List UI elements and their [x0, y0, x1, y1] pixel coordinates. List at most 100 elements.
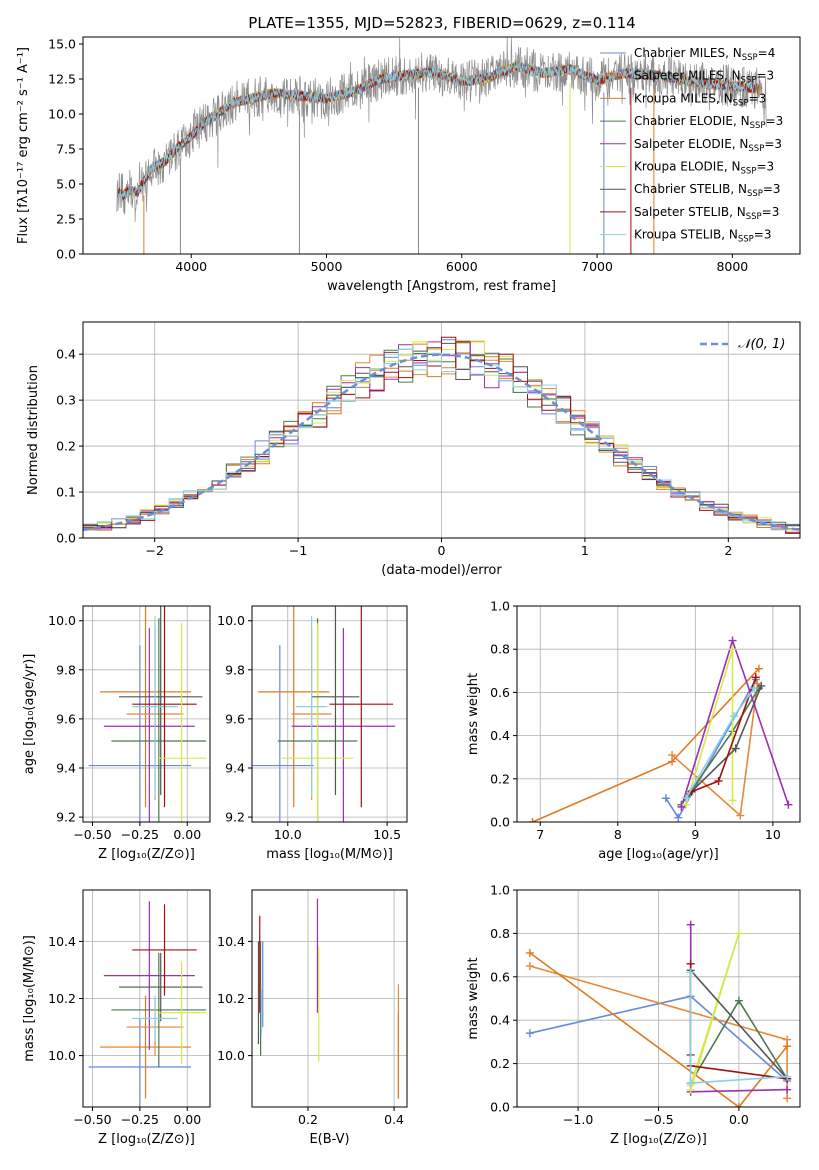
weight-marker [686, 968, 695, 977]
x-axis-label: Z [log₁₀(Z/Z⊙)] [98, 1132, 195, 1147]
y-tick-label: 9.4 [56, 761, 76, 776]
weight-marker [525, 948, 534, 957]
y-tick-label: 10.0 [217, 1048, 245, 1063]
y-tick-label: 0.2 [490, 1056, 510, 1071]
plot-area [88, 901, 207, 1107]
y-tick-label: 10.0 [48, 107, 76, 122]
x-tick-label: −1.0 [563, 1112, 593, 1127]
x-tick-label: 0 [438, 543, 446, 558]
legend-text: Kroupa STELIB, N [634, 228, 738, 242]
x-tick-label: −2 [145, 543, 163, 558]
x-tick-label: 8000 [716, 259, 748, 274]
weight-marker [728, 645, 737, 654]
histogram-kroupa-stelib [83, 349, 800, 536]
legend-label: Salpeter MILES, NSSP=3 [634, 69, 774, 86]
y-tick-label: 10.2 [48, 991, 76, 1006]
y-tick-label: 10.0 [217, 613, 245, 628]
y-tick-label: 0.4 [490, 1013, 510, 1028]
legend-text: Salpeter STELIB, N [634, 205, 746, 219]
y-tick-label: 0.4 [490, 728, 510, 743]
y-tick-label: 0.6 [490, 685, 510, 700]
plot-area [83, 336, 800, 537]
weight-marker [751, 673, 760, 682]
weight-marker [731, 744, 740, 753]
legend-text: Kroupa ELODIE, N [634, 160, 741, 174]
y-tick-label: 1.0 [490, 599, 510, 614]
y-axis-label: mass [log₁₀(M/M⊙)] [22, 935, 37, 1062]
y-tick-label: 10.0 [48, 613, 76, 628]
weight-marker [674, 813, 683, 822]
y-tick-label: 9.6 [56, 711, 76, 726]
weight-marker [783, 1085, 792, 1094]
x-tick-label: 0.00 [173, 1112, 201, 1127]
y-tick-label: 0.0 [56, 247, 76, 262]
y-tick-label: 0.0 [490, 815, 510, 830]
legend-label: Kroupa MILES, NSSP=3 [634, 91, 766, 108]
axes-frame [516, 605, 801, 823]
y-tick-label: 9.2 [56, 810, 76, 825]
y-tick-label: 0.0 [490, 1100, 510, 1115]
y-axis-label: Normed distribution [26, 365, 41, 495]
weight-marker [686, 920, 695, 929]
weight-marker [750, 684, 759, 693]
legend-subscript: SSP [742, 53, 758, 63]
legend-suffix: =3 [756, 160, 774, 174]
legend-subscript: SSP [733, 98, 749, 108]
legend-label: Chabrier STELIB, NSSP=3 [634, 182, 781, 199]
plot-area [116, 37, 767, 254]
x-tick-label: −0.50 [73, 827, 111, 842]
weight-marker [783, 1094, 792, 1103]
legend-text: Chabrier ELODIE, N [634, 114, 750, 128]
x-axis-label: age [log₁₀(age/yr)] [598, 847, 719, 862]
legend-subscript: SSP [741, 167, 757, 177]
legend-label: Kroupa ELODIE, NSSP=3 [634, 160, 774, 177]
x-tick-label: 4000 [175, 259, 207, 274]
weight-marker [757, 681, 766, 690]
y-tick-label: 0.8 [490, 926, 510, 941]
legend-suffix: =3 [763, 182, 781, 196]
panel-age_vs_Z: −0.50 −0.25 0.00 9.2 9.4 9.6 9.8 10.0 Z [log₁₀(Z… [22, 605, 211, 862]
legend-subscript: SSP [748, 144, 764, 154]
legend-label: Salpeter ELODIE, NSSP=3 [634, 137, 782, 154]
x-tick-label: 7000 [581, 259, 613, 274]
y-tick-label: 12.5 [48, 72, 76, 87]
legend-suffix: =3 [762, 205, 780, 219]
y-tick-label: 0.4 [56, 347, 76, 362]
legend-label: Kroupa STELIB, NSSP=3 [634, 228, 772, 245]
x-tick-label: 1 [581, 543, 589, 558]
panel-age_vs_mass: 10.0 10.5 9.2 9.4 9.6 9.8 10.0 mass [log₁₀(M/M⊙… [217, 605, 408, 862]
y-axis-label: mass weight [466, 957, 481, 1039]
x-tick-label: −0.50 [73, 1112, 111, 1127]
y-tick-label: 2.5 [56, 212, 76, 227]
spectrum-series-kroupa-stelib [117, 62, 754, 199]
x-tick-label: 0.4 [384, 1112, 404, 1127]
axes-frame [82, 605, 211, 823]
plot-area [88, 606, 207, 822]
legend-text: Salpeter MILES, N [634, 69, 741, 83]
weight-marker [754, 664, 763, 673]
y-tick-label: 5.0 [56, 177, 76, 192]
weight-line-kroupa-elodie [685, 648, 734, 805]
legend-subscript: SSP [738, 235, 754, 245]
y-tick-label: 10.4 [217, 934, 245, 949]
x-tick-label: 2 [724, 543, 732, 558]
legend-subscript: SSP [750, 121, 766, 131]
legend-label: Salpeter STELIB, NSSP=3 [634, 205, 779, 222]
x-tick-label: 0.00 [173, 827, 201, 842]
panel-weight_vs_Z: −1.0 −0.5 0.0 0.0 0.2 0.4 0.6 0.8 1.0 Z [log₁₀(Z/… [466, 883, 801, 1147]
weight-marker [783, 1042, 792, 1051]
y-tick-label: 15.0 [48, 37, 76, 52]
legend-text: Salpeter ELODIE, N [634, 137, 748, 151]
y-tick-label: 0.1 [56, 485, 76, 500]
legend-suffix: =4 [758, 46, 776, 60]
x-axis-label: Z [log₁₀(Z/Z⊙)] [98, 847, 195, 862]
y-tick-label: 9.4 [225, 761, 245, 776]
y-tick-label: 9.8 [56, 662, 76, 677]
gaussian-reference-curve [83, 353, 800, 532]
legend-suffix: =3 [754, 228, 772, 242]
y-tick-label: 7.5 [56, 142, 76, 157]
legend-text: Chabrier MILES, N [634, 46, 742, 60]
x-tick-label: −1 [289, 543, 307, 558]
x-tick-label: 0.2 [298, 1112, 318, 1127]
axes-frame [251, 605, 408, 823]
